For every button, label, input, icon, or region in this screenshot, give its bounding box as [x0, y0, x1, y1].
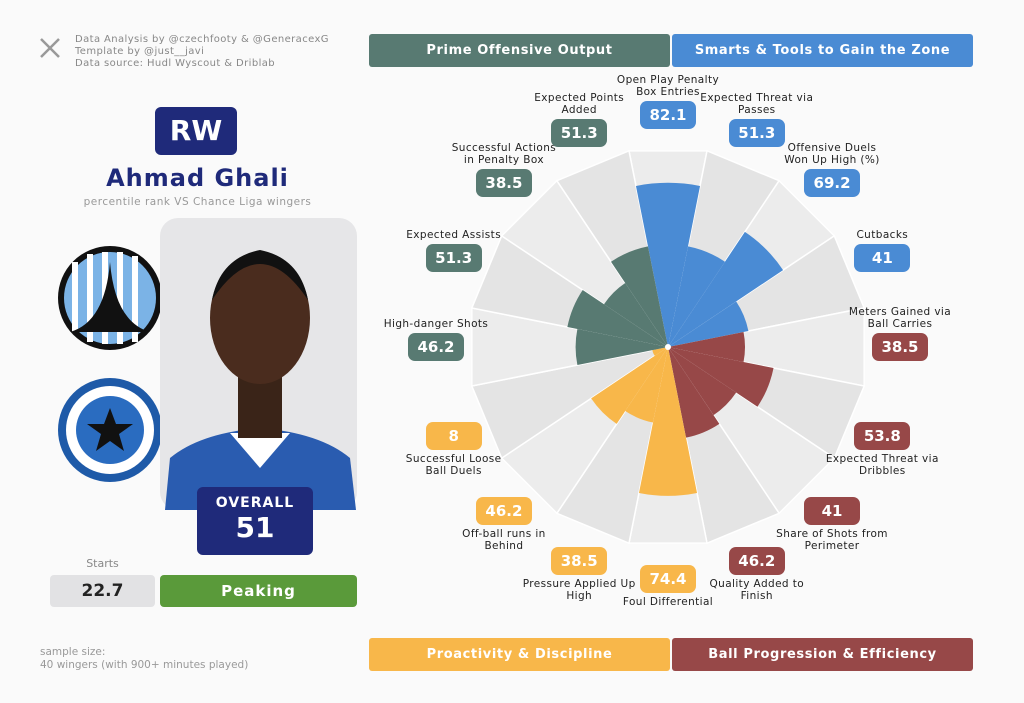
bar-wedge	[668, 347, 737, 416]
bar-wedge	[625, 347, 668, 423]
category-label: Quality Added to Finish	[709, 578, 805, 603]
legend-item: Proactivity & Discipline	[369, 638, 670, 671]
sample-size-line: sample size:	[40, 646, 106, 658]
x-logo	[40, 38, 60, 58]
legend-item: Ball Progression & Efficiency	[672, 638, 973, 671]
category-label: Expected Points Added	[534, 91, 625, 116]
credit: Data source: Hudl Wyscout & Driblab	[75, 58, 276, 69]
bar-wedge	[668, 347, 720, 438]
category-label: Successful Loose Ball Duels	[405, 452, 502, 477]
bar-wedge	[635, 182, 701, 347]
club-logos	[58, 246, 162, 482]
category-label: Foul Differential	[622, 596, 714, 608]
bar-wedge	[567, 289, 668, 347]
overall-value: 51	[235, 511, 275, 544]
category-label: Meters Gained via Ball Carries	[848, 306, 952, 330]
value-label: 38.5	[475, 168, 532, 197]
starts-value: 22.7	[50, 575, 155, 607]
bar-wedge	[668, 301, 749, 347]
value-label: 46.2	[728, 547, 785, 576]
starts-label: Starts	[86, 557, 119, 570]
value-label: 46.2	[408, 333, 464, 361]
category-label: Offensive Duels Won Up High (%)	[784, 141, 880, 166]
category-label: Successful Actions in Penalty Box	[451, 141, 557, 166]
category-label: Cutbacks	[856, 229, 909, 242]
value-label: 53.8	[854, 421, 911, 450]
category-label: Open Play Penalty Box Entries	[616, 74, 720, 98]
category-label: Share of Shots from Perimeter	[776, 528, 888, 553]
value-label: 41	[854, 244, 911, 273]
value-label: 46.2	[475, 497, 532, 526]
bar-wedge	[668, 231, 784, 347]
overall-label: OVERALL	[215, 495, 295, 511]
bar-wedge	[575, 328, 668, 366]
category-label: Expected Threat via Passes	[700, 91, 814, 116]
bar-wedge	[638, 347, 698, 496]
value-label: 82.1	[640, 101, 696, 129]
bar-wedge	[668, 331, 745, 363]
legend-item: Smarts & Tools to Gain the Zone	[672, 34, 973, 67]
value-label: 8	[425, 421, 482, 450]
category-label: High-danger Shots	[383, 318, 489, 330]
bar-wedge	[668, 347, 774, 407]
value-label: 38.5	[551, 547, 608, 576]
legend-item: Prime Offensive Output	[369, 34, 670, 67]
bar-wedge	[652, 347, 668, 356]
value-label: 69.2	[804, 168, 861, 197]
value-label: 41	[804, 497, 861, 526]
bar-wedge	[603, 282, 668, 347]
category-label: Expected Assists	[406, 229, 502, 242]
center-dot	[665, 344, 671, 350]
bar-wedge	[591, 347, 668, 424]
credit: Template by @just__javi	[75, 46, 205, 57]
player-name: Ahmad Ghali	[106, 164, 289, 192]
category-label: Off-ball runs in Behind	[462, 528, 546, 553]
value-label: 38.5	[872, 333, 928, 361]
position-badge: RW	[155, 107, 237, 155]
bar-wedge	[610, 246, 668, 347]
value-label: 51.3	[551, 118, 608, 147]
bar-wedge	[668, 246, 726, 347]
category-label: Expected Threat via Dribbles	[825, 452, 939, 477]
overall-box: OVERALL 51	[197, 487, 313, 555]
subtitle: percentile rank VS Chance Liga wingers	[83, 196, 312, 208]
sample-size-line: 40 wingers (with 900+ minutes played)	[40, 659, 249, 671]
category-label: Pressure Applied Up High	[522, 578, 636, 603]
status: Peaking	[160, 575, 357, 607]
value-label: 51.3	[728, 118, 785, 147]
credit: Data Analysis by @czechfooty & @Generace…	[75, 34, 329, 45]
sample-size: sample size: 40 wingers (with 900+ minut…	[40, 646, 248, 672]
value-label: 74.4	[640, 565, 696, 593]
value-label: 51.3	[425, 244, 482, 273]
